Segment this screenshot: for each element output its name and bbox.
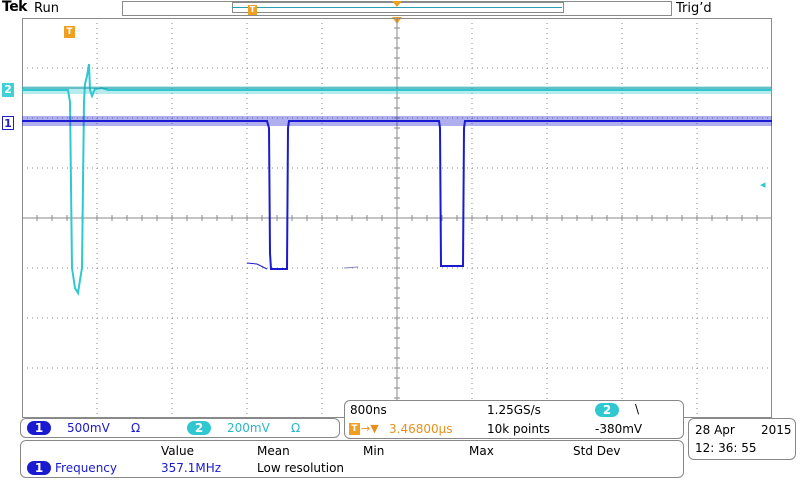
- measurement-row[interactable]: 1 Frequency 357.1MHz Low resolution: [21, 459, 683, 477]
- trigger-point-t-icon: T: [64, 26, 75, 38]
- trigger-position[interactable]: 3.46800µs: [389, 422, 453, 436]
- ch1-level-marker[interactable]: 1: [2, 116, 14, 130]
- record-length: 10k points: [487, 422, 550, 436]
- record-view-trace: [232, 7, 562, 8]
- ch1-scale[interactable]: 500mV: [67, 421, 110, 435]
- measure-header-max: Max: [469, 444, 494, 458]
- measure-value: 357.1MHz: [161, 461, 222, 475]
- trigger-level-arrow-icon[interactable]: ◂: [760, 178, 766, 191]
- timebase-scale[interactable]: 800ns: [350, 403, 387, 417]
- record-trigger-t-icon: T: [248, 5, 257, 15]
- graticule-grid: [22, 18, 772, 418]
- measure-channel-badge: 1: [27, 461, 51, 475]
- trigger-position-t-icon: T: [349, 423, 360, 435]
- ch2-waveform: [22, 63, 772, 296]
- measure-header-mean: Mean: [257, 444, 290, 458]
- measurement-panel: Value Mean Min Max Std Dev 1 Frequency 3…: [20, 440, 684, 478]
- ch2-badge[interactable]: 2: [187, 421, 211, 435]
- run-state-label: Run: [34, 1, 59, 16]
- ch1-termination-icon: Ω: [131, 421, 141, 435]
- waveform-display[interactable]: [22, 18, 772, 418]
- year-label: 2015: [761, 423, 792, 437]
- measure-header-std-dev: Std Dev: [573, 444, 621, 458]
- ch2-termination-icon: Ω: [291, 421, 301, 435]
- datetime-panel: 28 Apr 2015 12: 36: 55: [688, 418, 796, 460]
- date-label: 28 Apr: [695, 423, 735, 437]
- trigger-position-arrow-icon: →▼: [361, 422, 379, 435]
- status-bar: Tek Run T Trig’d: [0, 0, 800, 18]
- measure-header-value: Value: [161, 444, 194, 458]
- trigger-source-badge[interactable]: 2: [595, 403, 619, 417]
- trigger-state-label: Trig’d: [676, 1, 712, 16]
- ch1-badge[interactable]: 1: [27, 421, 51, 435]
- measure-name: Frequency: [55, 461, 117, 475]
- time-label: 12: 36: 55: [695, 441, 757, 455]
- ch2-scale[interactable]: 200mV: [227, 421, 270, 435]
- measure-header-min: Min: [363, 444, 385, 458]
- trigger-level[interactable]: -380mV: [595, 422, 643, 436]
- record-trigger-marker-icon: [392, 1, 402, 7]
- ch1-waveform: [22, 116, 772, 270]
- brand-label: Tek: [2, 0, 28, 15]
- timebase-trigger-panel: 800ns 1.25GS/s 2 \ T →▼ 3.46800µs 10k po…: [344, 400, 684, 439]
- sample-rate: 1.25GS/s: [487, 403, 541, 417]
- channel-settings-panel: 1 500mV Ω 2 200mV Ω: [20, 418, 340, 438]
- ch2-level-marker[interactable]: 2: [2, 83, 14, 97]
- measure-mean: Low resolution: [257, 461, 345, 475]
- trigger-slope-icon: \: [635, 402, 640, 416]
